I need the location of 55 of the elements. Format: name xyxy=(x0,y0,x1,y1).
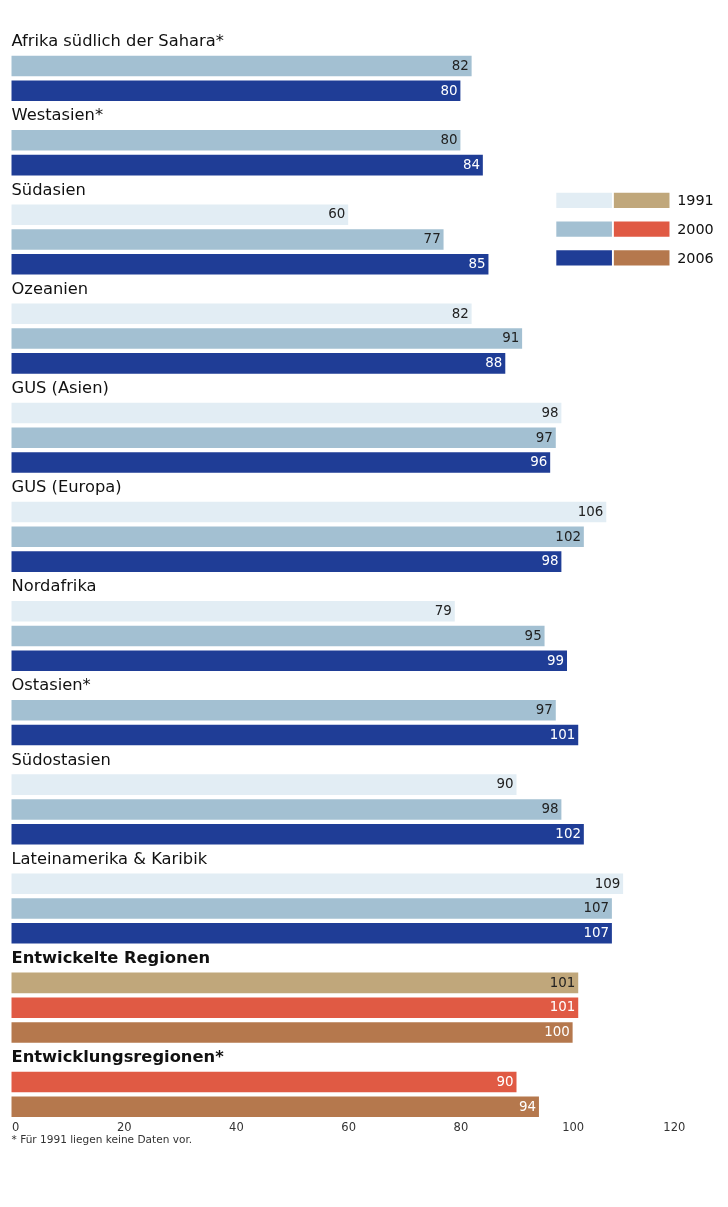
data-label: 97 xyxy=(535,702,553,718)
y-tick-label: Nordafrika xyxy=(11,576,97,596)
y-tick-label: GUS (Asien) xyxy=(11,377,109,397)
y-tick-label: Entwicklungsregionen* xyxy=(11,1047,225,1067)
y-tick-label: Lateinamerika & Karibik xyxy=(11,848,208,868)
data-label: 88 xyxy=(485,355,503,371)
data-label: 84 xyxy=(462,156,480,172)
y-tick-label: GUS (Europa) xyxy=(11,477,122,497)
data-label: 98 xyxy=(541,801,559,817)
data-label: 79 xyxy=(434,603,452,618)
data-label: 99 xyxy=(547,652,565,668)
y-tick-label: Südasien xyxy=(11,179,86,199)
data-label: 96 xyxy=(530,454,548,470)
data-label: 101 xyxy=(549,726,576,742)
data-label: 77 xyxy=(423,231,441,247)
y-tick-label: Südostasien xyxy=(11,749,111,769)
data-label: 97 xyxy=(535,429,553,445)
legend-label: 2000 xyxy=(677,220,714,237)
x-tick-label: 100 xyxy=(562,1120,585,1135)
data-label: 94 xyxy=(519,1098,537,1114)
y-tick-label: Westasien* xyxy=(11,105,104,125)
legend-label: 2006 xyxy=(677,249,714,266)
data-label: 80 xyxy=(440,82,458,98)
data-label: 95 xyxy=(524,627,542,643)
data-label: 101 xyxy=(549,999,576,1015)
data-label: 107 xyxy=(583,900,610,916)
x-tick-label: 40 xyxy=(229,1120,244,1135)
y-tick-label: Ostasien* xyxy=(11,675,91,695)
data-label: 80 xyxy=(440,132,458,148)
data-label: 106 xyxy=(577,503,604,519)
legend-label: 1991 xyxy=(677,192,714,209)
data-label: 91 xyxy=(502,330,520,346)
data-label: 98 xyxy=(541,404,559,420)
data-label: 109 xyxy=(594,875,621,891)
x-tick-label: 80 xyxy=(453,1120,469,1135)
data-label: 82 xyxy=(451,57,469,73)
y-tick-label: Ozeanien xyxy=(11,278,89,298)
annotation: * Für 1991 liegen keine Daten vor. xyxy=(11,1133,193,1146)
data-label: 82 xyxy=(451,305,469,321)
data-label: 85 xyxy=(468,256,486,272)
data-label: 90 xyxy=(496,1073,514,1089)
data-label: 90 xyxy=(496,776,514,792)
y-tick-label: Entwickelte Regionen xyxy=(11,947,211,967)
y-tick-label: Afrika südlich der Sahara* xyxy=(11,30,224,50)
data-label: 107 xyxy=(583,925,610,941)
data-label: 102 xyxy=(555,826,581,842)
data-label: 98 xyxy=(541,553,559,569)
x-tick-label: 120 xyxy=(663,1120,686,1135)
data-label: 101 xyxy=(549,974,576,990)
data-label: 100 xyxy=(544,1024,570,1040)
data-label: 102 xyxy=(555,528,581,544)
data-label: 60 xyxy=(328,206,346,222)
x-tick-label: 60 xyxy=(341,1120,356,1135)
x-tick-label: 0 xyxy=(11,1120,20,1135)
x-tick-label: 20 xyxy=(116,1120,132,1135)
